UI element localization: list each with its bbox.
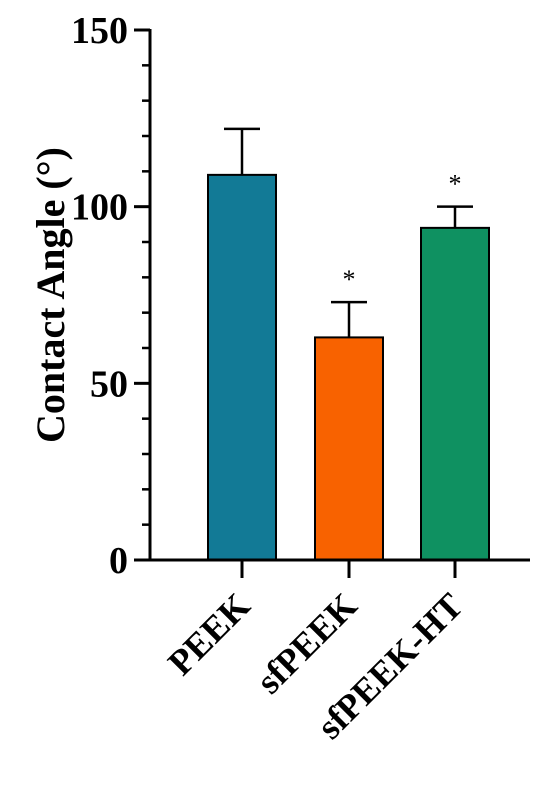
significance-marker-sfpeek: * <box>343 265 356 294</box>
significance-markers: ** <box>343 170 462 294</box>
error-bars <box>224 127 473 338</box>
bars <box>207 173 490 561</box>
x-tick-label-peek: PEEK <box>160 585 258 683</box>
bar-sfpeek <box>314 336 384 561</box>
y-tick-label: 50 <box>90 363 128 405</box>
significance-marker-sfpeek-ht: * <box>449 170 462 199</box>
y-tick-label: 100 <box>71 187 128 229</box>
bar-sfpeek-ht <box>420 226 490 561</box>
y-axis-label: Contact Angle (°) <box>28 147 73 443</box>
bar-peek <box>207 173 277 561</box>
y-tick-label: 150 <box>71 10 128 52</box>
y-tick-label: 0 <box>109 540 128 582</box>
y-axis-title-group: Contact Angle (°) <box>28 147 73 443</box>
